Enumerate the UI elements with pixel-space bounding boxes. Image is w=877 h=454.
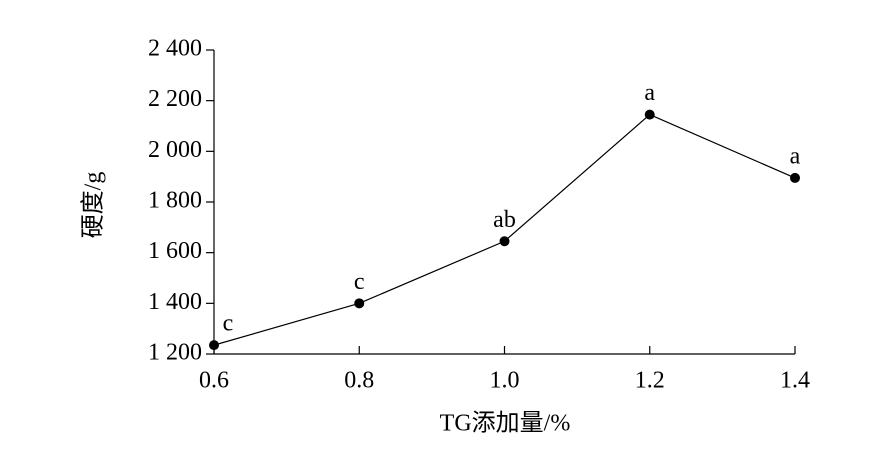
y-tick-label: 2 000 <box>148 137 202 163</box>
point-label: ab <box>493 207 516 233</box>
y-axis-label: 硬度/g <box>80 172 107 239</box>
y-tick-label: 2 400 <box>148 36 202 62</box>
point-label: a <box>790 143 801 169</box>
y-tick-label: 1 400 <box>148 289 202 315</box>
y-tick-label: 1 600 <box>148 238 202 264</box>
point <box>644 109 655 120</box>
x-tick-label: 0.8 <box>344 368 374 394</box>
x-tick-label: 1.2 <box>635 368 665 394</box>
point-label: c <box>223 311 234 337</box>
point <box>790 172 800 183</box>
point <box>354 298 365 309</box>
point <box>209 340 219 351</box>
y-tick-label: 2 200 <box>148 86 202 112</box>
point-label: a <box>644 80 655 106</box>
y-tick-label: 1 200 <box>148 340 202 366</box>
x-tick-label: 1.0 <box>490 368 520 394</box>
point <box>499 236 510 247</box>
y-tick-label: 1 800 <box>148 188 202 214</box>
x-tick-label: 1.4 <box>780 368 810 394</box>
point-label: c <box>354 269 365 295</box>
x-tick-label: 0.6 <box>199 368 229 394</box>
x-axis-label: TG添加量/% <box>440 410 571 437</box>
